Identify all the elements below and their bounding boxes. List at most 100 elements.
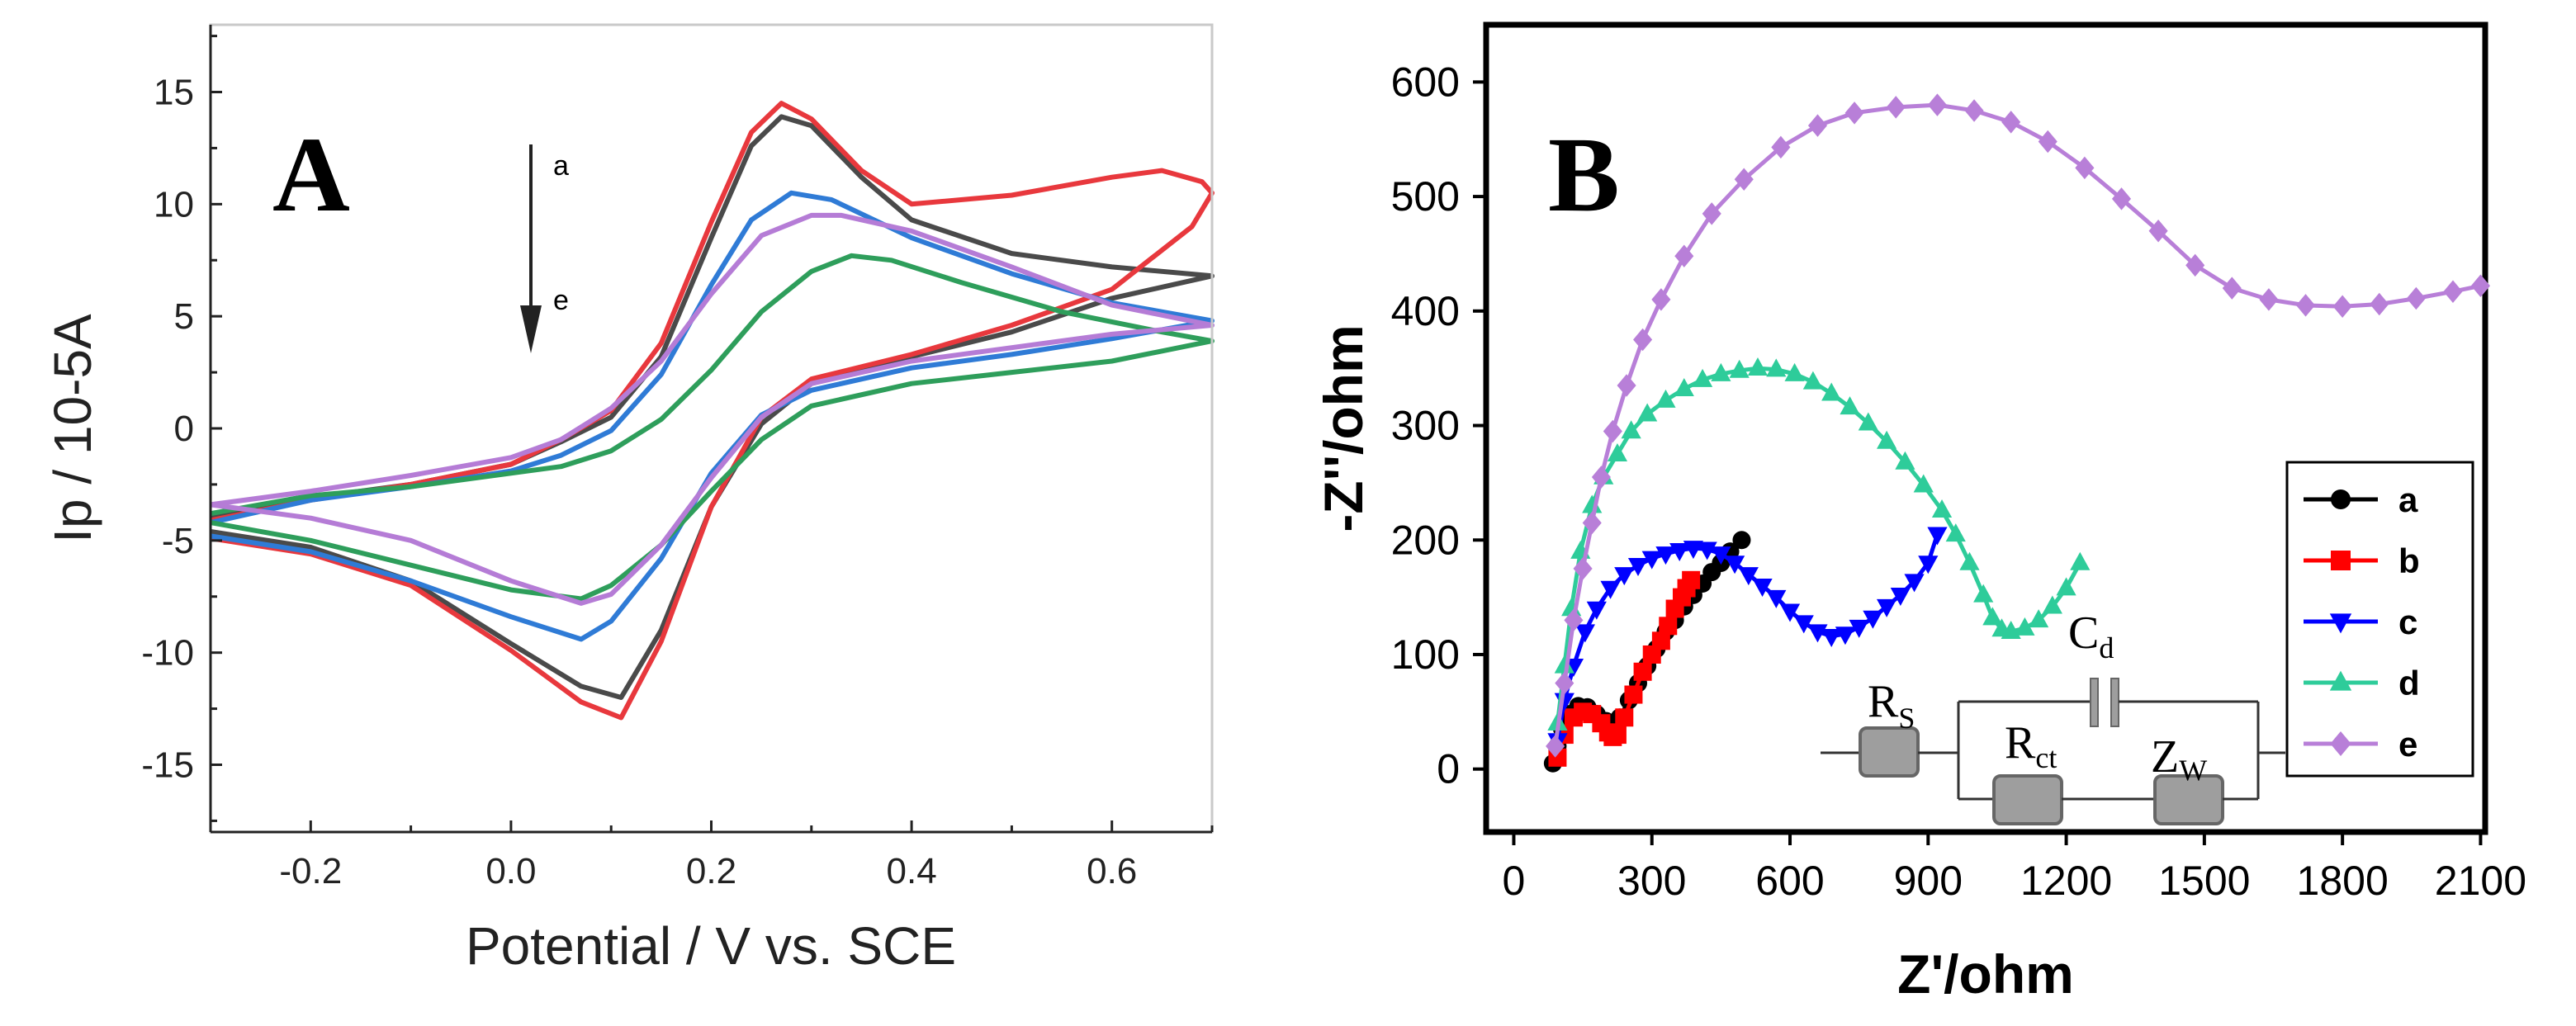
legend-label-c: c: [2398, 603, 2417, 641]
eis-point-c: [1793, 615, 1814, 634]
legend-marker-c: [2329, 613, 2352, 634]
eis-point-e: [2038, 130, 2057, 154]
resistor-rs: [1859, 726, 1920, 778]
eis-point-d: [1973, 584, 1994, 603]
eis-point-e: [2185, 253, 2205, 277]
eis-point-d: [2070, 551, 2091, 570]
eis-point-c: [1877, 598, 1897, 617]
eis-point-b: [1651, 631, 1670, 650]
eis-point-e: [2001, 111, 2021, 134]
eis-point-b: [1682, 570, 1701, 589]
y-tick-label-b: 400: [1391, 288, 1460, 334]
tick-group-b: 0 300 600 900 1200 1500 1800 2100 0 100 200 300 400 5…: [1391, 59, 2526, 904]
eis-point-c: [1697, 541, 1717, 560]
eis-point-c: [1711, 546, 1731, 565]
eis-point-c: [1600, 580, 1621, 599]
eis-point-d: [1959, 551, 1980, 570]
capacitor-cd-plate: [2110, 678, 2119, 727]
eis-series-c: [1547, 527, 1948, 752]
eis-point-b: [1633, 662, 1652, 681]
eis-point-d: [1766, 358, 1787, 377]
eis-point-e: [1651, 288, 1671, 311]
eis-point-d: [1877, 430, 1897, 449]
chart-a: -0.2 0.0 0.2 0.4 0.6 15 10 5 0 -5 -10 -15 A a e Pot…: [43, 23, 1215, 976]
eis-point-e: [1573, 557, 1593, 580]
eis-point-b: [1642, 645, 1661, 664]
eis-point-d: [1582, 494, 1603, 513]
eis-point-e: [1546, 735, 1565, 758]
eis-series-b: [1548, 570, 1701, 767]
legend-label-a: a: [2398, 480, 2418, 519]
x-tick-label-b: 600: [1755, 858, 1824, 904]
x-tick-label-b: 1800: [2297, 858, 2389, 904]
eis-point-c: [1766, 589, 1787, 608]
legend-marker-e: [2330, 731, 2351, 756]
x-axis-label-a: Potential / V vs. SCE: [466, 916, 956, 976]
y-tick-label-b: 300: [1391, 403, 1460, 449]
eis-point-c: [1927, 527, 1948, 546]
eis-point-c: [1738, 567, 1759, 586]
eis-point-e: [1603, 419, 1622, 443]
x-tick-label-b: 1500: [2158, 858, 2250, 904]
eis-point-e: [1927, 93, 1948, 116]
legend-box: [2285, 461, 2474, 778]
x-axis-label-b: Z'/ohm: [1897, 943, 2074, 1005]
cv-curve-c: [210, 190, 1215, 642]
x-tick-label-b: 0: [1503, 858, 1526, 904]
x-tick-label-a: 0.4: [887, 851, 937, 891]
eis-series-d: [1547, 357, 2091, 731]
eis-point-d: [2042, 595, 2062, 614]
eis-point-c: [1627, 557, 1649, 576]
eis-point-e: [1582, 511, 1602, 535]
eis-point-d: [1931, 499, 1953, 518]
eis-point-c: [1890, 588, 1911, 607]
eis-point-e: [2075, 156, 2095, 180]
eis-point-d: [1674, 377, 1694, 396]
eis-point-d: [1747, 357, 1769, 376]
plot-frame-a: [209, 23, 1214, 834]
y-tick-label-b: 200: [1391, 517, 1460, 563]
x-tick-label-a: 0.0: [485, 851, 536, 891]
eis-point-e: [1617, 374, 1636, 397]
eis-point-c: [1574, 624, 1595, 643]
y-axis-label-b: -Z''/ohm: [1313, 324, 1374, 532]
eis-point-c: [1586, 601, 1607, 620]
eis-point-b: [1608, 726, 1627, 745]
y-tick-label-a: -15: [141, 745, 194, 786]
eis-point-e: [2443, 280, 2463, 303]
eis-point-d: [2056, 577, 2076, 596]
eis-point-e: [1674, 244, 1694, 267]
eis-series-e: [1546, 93, 2490, 758]
eis-point-e: [1964, 99, 1984, 122]
eis-point-c: [1821, 628, 1842, 647]
eis-point-e: [2222, 277, 2242, 300]
cv-curve-e: [210, 212, 1215, 606]
y-tick-label-a: 15: [154, 73, 194, 113]
trend-arrow-head: [520, 305, 542, 353]
eis-point-e: [1591, 466, 1611, 489]
eis-point-e: [2259, 288, 2279, 311]
eis-point-d: [1802, 371, 1823, 390]
x-tick-label-a: -0.2: [279, 851, 342, 891]
y-tick-label-a: 0: [174, 409, 194, 449]
y-tick-label-b: 0: [1437, 746, 1460, 792]
y-tick-label-b: 500: [1391, 173, 1460, 220]
arrow-label-bottom: e: [553, 285, 569, 316]
eis-point-e: [2370, 292, 2389, 316]
eis-point-e: [2111, 187, 2132, 210]
eis-point-c: [1904, 574, 1925, 593]
eis-point-c: [1641, 551, 1662, 570]
eis-point-d: [1655, 389, 1676, 408]
y-axis-label-a: Ip / 10-5A: [43, 314, 102, 543]
legend-label-b: b: [2398, 541, 2420, 580]
y-tick-label-a: 10: [154, 184, 194, 225]
panel-label-a: A: [272, 116, 350, 234]
tick-group-a: -0.2 0.0 0.2 0.4 0.6 15 10 5 0 -5 -10 -15: [141, 35, 1214, 891]
arrow-label-top: a: [553, 150, 569, 182]
eis-point-c: [1614, 567, 1635, 586]
eis-point-c: [1752, 578, 1773, 597]
eis-point-d: [1913, 474, 1934, 493]
eis-point-e: [2148, 219, 2168, 243]
label-rs: RS: [1868, 676, 1915, 735]
